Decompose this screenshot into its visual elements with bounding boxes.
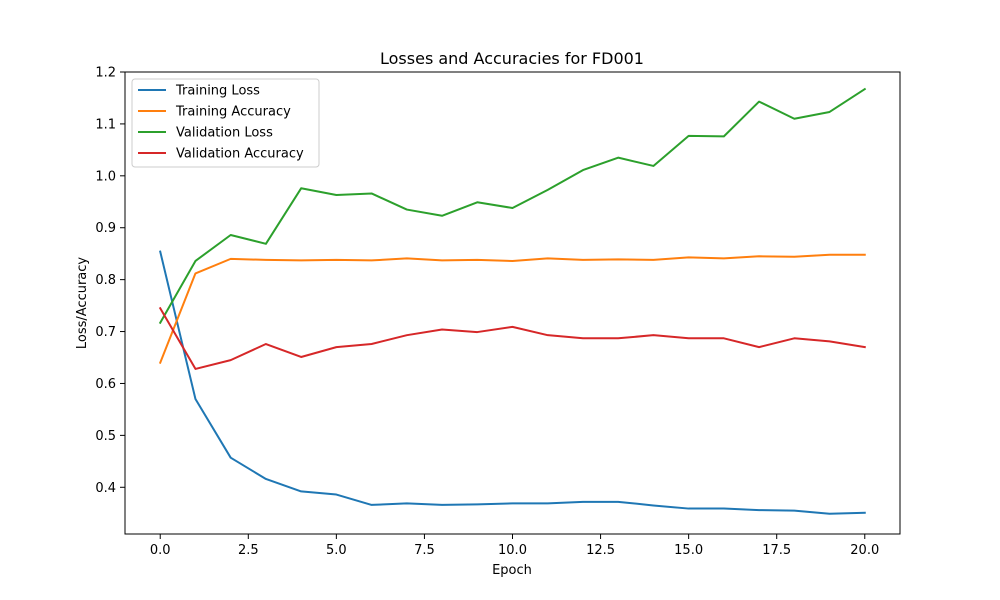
y-tick-label: 1.0 — [95, 169, 116, 184]
y-tick-label: 0.5 — [95, 429, 116, 444]
y-tick-label: 0.9 — [95, 221, 116, 236]
x-axis-ticks: 0.0 2.5 5.0 7.5 10.0 12.5 15.0 17.5 20.0 — [150, 534, 879, 558]
series-layer — [158, 87, 867, 515]
legend-label: Validation Loss — [176, 126, 273, 141]
legend-label: Validation Accuracy — [176, 147, 304, 162]
x-tick-label: 2.5 — [238, 543, 259, 558]
series-line-training-accuracy — [158, 253, 866, 364]
chart-title: Losses and Accuracies for FD001 — [380, 49, 644, 68]
x-tick-label: 20.0 — [850, 543, 879, 558]
series-line-validation-accuracy — [158, 306, 866, 370]
y-axis-ticks: 0.4 0.5 0.6 0.7 0.8 0.9 1.0 1.1 1.2 — [95, 66, 125, 496]
legend-items: Training Loss Training Accuracy Validation… — [138, 84, 304, 162]
x-tick-label: 10.0 — [498, 543, 527, 558]
y-tick-label: 0.4 — [95, 481, 116, 496]
series-line-training-loss — [159, 250, 866, 515]
x-tick-label: 7.5 — [414, 543, 435, 558]
y-tick-label: 1.2 — [95, 66, 116, 81]
x-tick-label: 12.5 — [586, 543, 615, 558]
series-line-validation-loss — [158, 87, 867, 325]
y-axis-label: Loss/Accuracy — [75, 257, 90, 350]
x-tick-label: 5.0 — [326, 543, 347, 558]
x-tick-label: 0.0 — [150, 543, 171, 558]
x-tick-label: 15.0 — [674, 543, 703, 558]
x-axis-label: Epoch — [492, 563, 532, 578]
legend-label: Training Loss — [175, 84, 260, 99]
legend-frame — [131, 78, 320, 168]
x-tick-label: 17.5 — [762, 543, 791, 558]
legend-label: Training Accuracy — [175, 105, 291, 120]
y-tick-label: 0.7 — [95, 325, 116, 340]
y-tick-label: 0.6 — [95, 377, 116, 392]
legend: Training Loss Training Accuracy Validation… — [131, 78, 320, 168]
y-tick-label: 0.8 — [95, 273, 116, 288]
y-tick-label: 1.1 — [95, 117, 116, 132]
